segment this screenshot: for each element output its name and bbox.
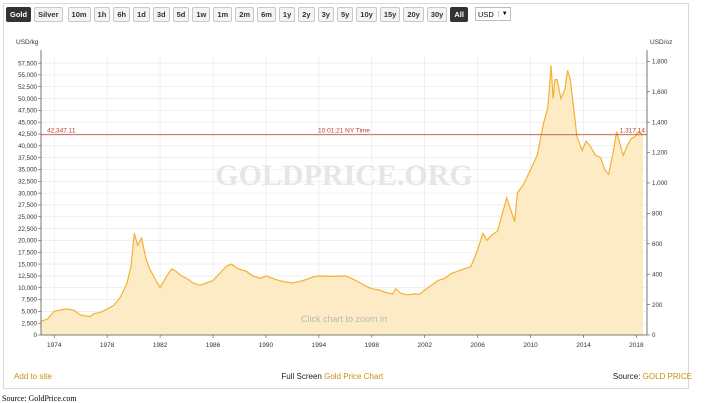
source-prefix: Source: [612, 372, 643, 381]
left-tick-label: 27,500 [18, 202, 37, 209]
range-button-20y[interactable]: 20y [403, 6, 424, 22]
left-tick-label: 0 [34, 332, 38, 339]
right-tick-label: 1,000 [652, 180, 668, 187]
add-to-site-link[interactable]: Add to site [14, 372, 52, 381]
current-price-oz-label: 1,317.14 [620, 128, 646, 135]
axes: 0 2,500 5,000 7,500 10,000 12,500 15,000 17,500… [18, 50, 668, 349]
current-price-kg-label: 42,347.11 [47, 128, 76, 135]
left-tick-label: 20,000 [18, 238, 37, 245]
fullscreen-prefix: Full Screen [281, 372, 325, 381]
range-button-1h[interactable]: 1h [93, 6, 111, 22]
left-tick-label: 12,500 [18, 273, 37, 280]
source-link[interactable]: GOLD PRICE [642, 372, 692, 381]
x-tick-label: 1974 [47, 342, 62, 349]
right-axis-unit: USD/oz [650, 39, 672, 46]
left-tick-label: 35,000 [18, 167, 37, 174]
range-button-10m[interactable]: 10m [67, 6, 91, 22]
range-button-2m[interactable]: 2m [235, 6, 255, 22]
range-button-3y[interactable]: 3y [317, 6, 334, 22]
left-tick-label: 17,500 [18, 249, 37, 256]
x-tick-label: 2010 [523, 342, 538, 349]
current-price-marker: 42,347.11 10:01:21 NY Time 1,317.14 [41, 128, 647, 136]
range-button-2y[interactable]: 2y [298, 6, 315, 22]
range-button-15y[interactable]: 15y [379, 6, 401, 22]
currency-select[interactable]: USD ▼ [474, 7, 511, 21]
price-line [40, 65, 644, 322]
chart-toolbar: Gold Silver 10m 1h 6h 1d 3d 5d 1w 1m 2m 6m 1y 2y 3y 5y… [6, 6, 511, 22]
fullscreen-section: Full Screen Gold Price Chart [281, 372, 383, 381]
x-tick-label: 1986 [206, 342, 221, 349]
left-tick-label: 22,500 [18, 226, 37, 233]
range-button-10y[interactable]: 10y [356, 6, 377, 22]
range-button-3d[interactable]: 3d [152, 6, 170, 22]
x-tick-label: 1998 [365, 342, 380, 349]
right-tick-label: 1,200 [652, 150, 668, 157]
right-tick-label: 1,800 [652, 59, 668, 66]
metal-selector: Gold Silver [6, 6, 63, 22]
left-tick-label: 5,000 [22, 309, 38, 316]
right-tick-label: 400 [652, 271, 663, 278]
watermark-text: GOLDPRICE.ORG [215, 159, 473, 192]
range-button-1m[interactable]: 1m [213, 6, 233, 22]
right-tick-label: 200 [652, 302, 663, 309]
left-tick-label: 32,500 [18, 179, 37, 186]
left-tick-label: 37,500 [18, 155, 37, 162]
left-tick-label: 57,500 [18, 60, 37, 67]
left-tick-label: 55,000 [18, 72, 37, 79]
x-tick-label: 1982 [153, 342, 168, 349]
range-button-5d[interactable]: 5d [172, 6, 190, 22]
left-axis-unit: USD/kg [16, 39, 39, 46]
left-tick-label: 52,500 [18, 84, 37, 91]
x-tick-label: 1978 [100, 342, 115, 349]
x-tick-label: 1990 [259, 342, 274, 349]
range-button-1w[interactable]: 1w [192, 6, 211, 22]
currency-value: USD [477, 9, 494, 19]
left-tick-label: 47,500 [18, 108, 37, 115]
right-tick-label: 800 [652, 211, 663, 218]
fullscreen-link[interactable]: Gold Price Chart [324, 372, 384, 381]
range-selector: 10m 1h 6h 1d 3d 5d 1w 1m 2m 6m 1y 2y 3y 5y 10y 15y 20y 30… [67, 6, 468, 22]
source-caption: Source: GoldPrice.com [2, 394, 77, 403]
x-tick-label: 1994 [312, 342, 327, 349]
left-tick-label: 10,000 [18, 285, 37, 292]
x-tick-label: 2002 [417, 342, 432, 349]
left-tick-label: 30,000 [18, 190, 37, 197]
right-tick-label: 1,400 [652, 119, 668, 126]
range-button-30y[interactable]: 30y [426, 6, 448, 22]
left-tick-label: 7,500 [22, 297, 38, 304]
current-time-label: 10:01:21 NY Time [318, 128, 370, 135]
zoom-hint-text: Click chart to zoom in [301, 314, 387, 324]
left-tick-label: 50,000 [18, 96, 37, 103]
range-button-1d[interactable]: 1d [133, 6, 150, 22]
left-tick-label: 40,000 [18, 143, 37, 150]
range-button-6m[interactable]: 6m [257, 6, 276, 22]
price-area-fill [41, 65, 643, 335]
left-tick-label: 2,500 [22, 320, 38, 327]
left-tick-label: 45,000 [18, 119, 37, 126]
right-tick-label: 1,600 [652, 89, 668, 96]
x-tick-label: 2018 [629, 342, 644, 349]
range-button-all[interactable]: All [450, 6, 468, 22]
chart-footer: Add to site Full Screen Gold Price Chart… [14, 372, 692, 381]
left-tick-label: 25,000 [18, 214, 37, 221]
metal-button-gold[interactable]: Gold [6, 6, 32, 22]
chevron-down-icon: ▼ [497, 11, 508, 17]
metal-button-silver[interactable]: Silver [34, 6, 63, 22]
x-tick-label: 2006 [470, 342, 485, 349]
range-button-6h[interactable]: 6h [113, 6, 131, 22]
left-tick-label: 42,500 [18, 131, 37, 138]
left-tick-label: 15,000 [18, 261, 37, 268]
source-section: Source: GOLD PRICE [613, 372, 692, 381]
right-tick-label: 600 [652, 241, 663, 248]
right-tick-label: 0 [652, 332, 656, 339]
range-button-1y[interactable]: 1y [278, 6, 296, 22]
range-button-5y[interactable]: 5y [336, 6, 354, 22]
x-tick-label: 2014 [576, 342, 591, 349]
